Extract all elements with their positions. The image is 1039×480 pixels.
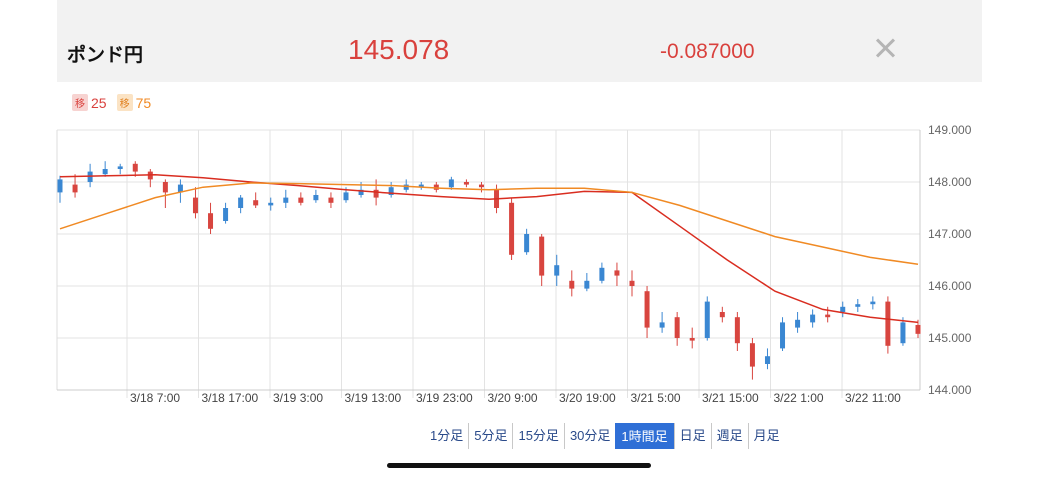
candle-body <box>870 301 876 305</box>
candle-body <box>704 301 710 338</box>
current-price: 145.078 <box>348 34 450 65</box>
x-tick-label: 3/18 17:00 <box>202 391 259 405</box>
candle-body <box>208 213 214 229</box>
x-tick-label: 3/20 9:00 <box>488 391 538 405</box>
timeframe-tab[interactable]: 15分足 <box>512 423 563 449</box>
candle-body <box>313 195 319 201</box>
timeframe-tabs: 1分足 5分足 15分足 30分足 1時間足 日足 週足 月足 <box>425 423 785 449</box>
y-tick-label: 145.000 <box>928 331 972 345</box>
candle-body <box>238 197 244 208</box>
candle-body <box>117 166 123 169</box>
candle-body <box>253 200 259 206</box>
x-tick-label: 3/21 15:00 <box>702 391 759 405</box>
ma25-badge: 移 <box>72 94 88 111</box>
x-tick-label: 3/19 23:00 <box>416 391 473 405</box>
candle-body <box>840 306 846 312</box>
timeframe-tab[interactable]: 1分足 <box>430 428 464 443</box>
price-change: -0.087000 <box>660 40 755 63</box>
ma75-line <box>59 182 919 265</box>
candle-body <box>223 208 229 221</box>
candle-body <box>343 192 349 201</box>
candle-body <box>795 319 801 328</box>
candle-body <box>644 291 650 328</box>
x-tick-label: 3/20 19:00 <box>559 391 616 405</box>
timeframe-tab[interactable]: 日足 <box>673 423 711 449</box>
candle-body <box>554 265 560 276</box>
candle-body <box>659 322 665 328</box>
candle-body <box>268 202 274 206</box>
candle-body <box>719 312 725 318</box>
candle-body <box>780 322 786 349</box>
candle-body <box>102 169 108 175</box>
candle-body <box>885 301 891 346</box>
x-tick-label: 3/19 3:00 <box>273 391 323 405</box>
candle-body <box>403 184 409 190</box>
candle-body <box>825 314 831 318</box>
candle-body <box>509 202 515 255</box>
ma-legend: 移 25 移 75 <box>72 94 151 111</box>
currency-pair-title: ポンド円 <box>67 45 144 66</box>
candle-body <box>358 189 364 195</box>
candle-body <box>539 236 545 276</box>
candle-body <box>388 187 394 195</box>
y-tick-label: 149.000 <box>928 123 972 137</box>
candle-body <box>810 314 816 323</box>
candle-body <box>734 317 740 344</box>
candle-body <box>674 317 680 338</box>
candle-body <box>900 322 906 344</box>
candle-body <box>764 356 770 364</box>
candle-body <box>72 184 78 193</box>
x-tick-label: 3/22 1:00 <box>774 391 824 405</box>
candle-body <box>599 267 605 281</box>
home-indicator <box>387 463 651 468</box>
candle-body <box>177 184 183 193</box>
timeframe-tab[interactable]: 1時間足 <box>615 423 674 449</box>
candle-body <box>524 234 530 253</box>
x-tick-label: 3/22 11:00 <box>845 391 901 405</box>
price-chart[interactable]: 149.000 148.000 147.000 146.000 145.000 144.0… <box>0 0 1039 420</box>
candle-body <box>689 338 695 341</box>
candle-body <box>749 343 755 367</box>
timeframe-tab[interactable]: 月足 <box>747 423 785 449</box>
timeframe-tab[interactable]: 30分足 <box>563 423 615 449</box>
candle-body <box>463 182 469 185</box>
candle-body <box>584 280 590 289</box>
y-tick-label: 148.000 <box>928 175 972 189</box>
y-tick-label: 147.000 <box>928 227 972 241</box>
timeframe-tab[interactable]: 5分足 <box>468 423 512 449</box>
candle-body <box>192 197 198 214</box>
candle-body <box>629 280 635 286</box>
candle-body <box>57 179 63 193</box>
candle-body <box>855 304 861 307</box>
candle-body <box>915 325 921 334</box>
y-tick-label: 144.000 <box>928 383 972 397</box>
quote-header <box>57 0 982 82</box>
candle-body <box>328 197 334 203</box>
candle-body <box>162 182 168 193</box>
candle-body <box>283 197 289 203</box>
candle-body <box>132 163 138 172</box>
candle-body <box>569 280 575 289</box>
ma25-line <box>59 173 919 324</box>
candle-body <box>478 184 484 188</box>
candle-body <box>418 184 424 188</box>
y-tick-label: 146.000 <box>928 279 972 293</box>
ma75-label: 75 <box>135 94 152 111</box>
candle-body <box>448 179 454 188</box>
ma75-badge: 移 <box>116 94 133 111</box>
candle-body <box>298 197 304 203</box>
candle-body <box>373 189 379 198</box>
ma25-label: 25 <box>91 94 107 111</box>
x-tick-label: 3/19 13:00 <box>345 391 402 405</box>
timeframe-tab[interactable]: 週足 <box>710 423 748 449</box>
candle-body <box>614 270 620 276</box>
x-tick-label: 3/21 5:00 <box>631 391 681 405</box>
x-tick-label: 3/18 7:00 <box>130 391 180 405</box>
